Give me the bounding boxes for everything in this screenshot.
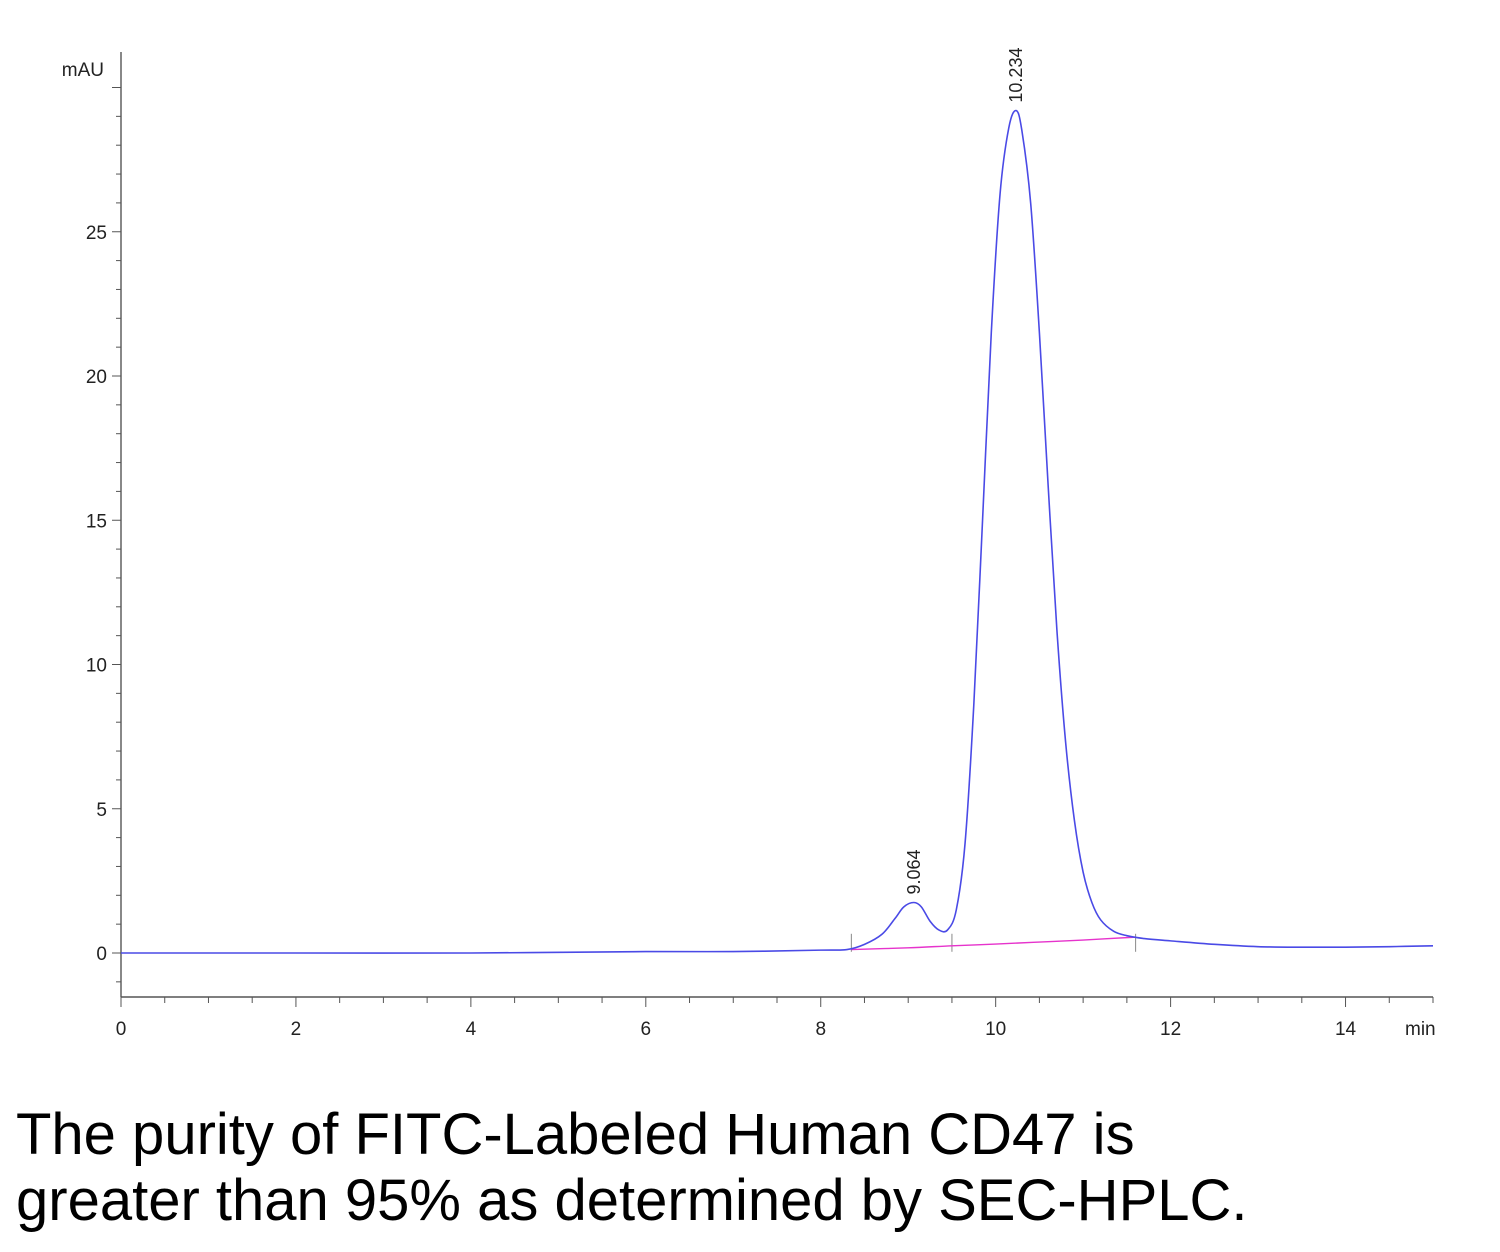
caption-line-2: greater than 95% as determined by SEC-HP… — [16, 1168, 1248, 1233]
peak-label: 10.234 — [1006, 48, 1026, 103]
y-unit-label: mAU — [62, 60, 104, 81]
y-tick-label: 20 — [86, 367, 107, 388]
x-tick-label: 8 — [815, 1019, 826, 1040]
baseline-trace — [851, 936, 1136, 951]
x-unit-label: min — [1405, 1019, 1436, 1040]
caption-line-1: The purity of FITC-Labeled Human CD47 is — [16, 1102, 1135, 1167]
chromatogram: 0 5 10 15 20 25 mAU 0 2 4 6 8 10 12 14 min 9.064 10.234 — [62, 48, 1436, 1040]
peak-label: 9.064 — [904, 849, 924, 894]
y-tick-label: 5 — [96, 800, 107, 821]
x-tick-label: 0 — [116, 1019, 127, 1040]
signal-trace — [120, 109, 1434, 954]
peak-labels: 9.064 10.234 — [904, 48, 1026, 895]
x-tick-label: 6 — [641, 1019, 652, 1040]
x-tick-label: 2 — [291, 1019, 302, 1040]
y-tick-label: 0 — [96, 944, 107, 965]
caption: The purity of FITC-Labeled Human CD47 is… — [16, 1102, 1476, 1234]
y-tick-label: 10 — [86, 656, 107, 677]
traces — [120, 109, 1434, 954]
y-tick-label: 15 — [86, 511, 107, 532]
x-tick-label: 10 — [985, 1019, 1006, 1040]
y-tick-label: 25 — [86, 223, 107, 244]
x-tick-label: 12 — [1160, 1019, 1181, 1040]
chromatogram-svg: 0 5 10 15 20 25 mAU 0 2 4 6 8 10 12 14 min 9.064 10.234 — [62, 48, 1436, 1040]
axes: 0 5 10 15 20 25 mAU 0 2 4 6 8 10 12 14 min — [62, 52, 1436, 1040]
x-tick-label: 4 — [466, 1019, 477, 1040]
x-tick-label: 14 — [1335, 1019, 1357, 1040]
